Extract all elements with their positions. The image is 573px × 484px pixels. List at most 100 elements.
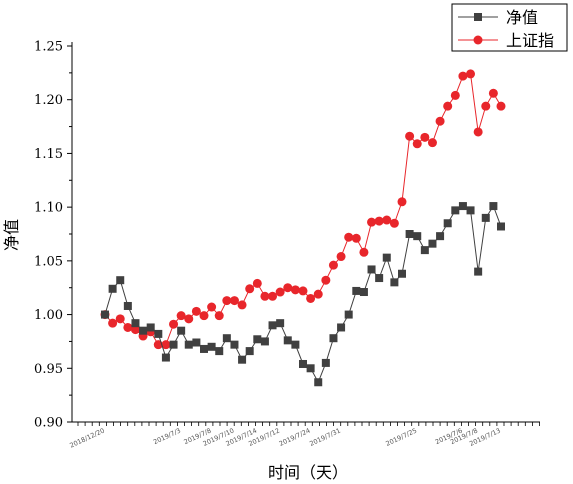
legend-marker-index [473, 35, 483, 45]
data-point [268, 321, 277, 330]
legend: 净值 上证指 [451, 3, 568, 52]
data-point [466, 206, 475, 215]
x-tick-label: 2019/7/31 [308, 427, 342, 448]
data-point [473, 127, 483, 137]
data-point [276, 319, 285, 328]
series-line [104, 73, 502, 346]
data-point [252, 278, 262, 288]
data-point [397, 197, 407, 207]
data-point [443, 101, 453, 111]
data-point [428, 239, 437, 248]
data-point [398, 269, 406, 278]
data-point [420, 132, 430, 142]
data-point [200, 344, 208, 353]
data-point [146, 323, 155, 332]
data-point [169, 319, 179, 329]
data-point [374, 216, 384, 226]
data-point [367, 217, 377, 227]
data-point [329, 334, 338, 343]
data-point [458, 202, 467, 211]
data-point [191, 306, 201, 316]
data-point [359, 288, 368, 297]
data-point [108, 284, 117, 293]
data-point [177, 326, 186, 335]
y-tick-label: 1.10 [34, 201, 63, 216]
series-net-value [101, 202, 505, 387]
data-point [169, 340, 178, 349]
data-point [283, 283, 293, 293]
data-point [222, 296, 232, 306]
legend-marker-net-value [474, 13, 482, 21]
data-point [359, 247, 369, 257]
data-point [207, 342, 216, 351]
y-tick-label: 1.25 [34, 40, 63, 55]
data-point [481, 213, 490, 222]
data-point [314, 378, 323, 387]
data-point [154, 329, 163, 338]
data-point [222, 334, 231, 343]
data-point [214, 311, 224, 321]
y-tick-label: 1.20 [34, 93, 63, 108]
data-point [130, 325, 140, 335]
data-point [413, 232, 422, 241]
data-point [337, 323, 346, 332]
data-point [115, 314, 125, 324]
data-point [390, 278, 399, 287]
data-point [298, 286, 308, 296]
data-point [253, 335, 262, 344]
data-point [123, 301, 132, 310]
data-point [481, 101, 491, 111]
data-point [229, 296, 239, 306]
y-axis-title: 净值 [2, 219, 21, 251]
data-point [435, 116, 445, 126]
data-point [344, 310, 353, 319]
data-point [450, 90, 460, 100]
y-tick-label: 0.90 [34, 416, 63, 431]
data-point [199, 311, 209, 321]
data-point [367, 265, 376, 274]
data-point [496, 101, 506, 111]
data-point [215, 347, 224, 356]
data-point [420, 246, 429, 255]
data-point [260, 337, 269, 346]
data-point [466, 69, 476, 79]
data-point [116, 276, 125, 285]
data-point [245, 284, 255, 294]
data-point [405, 230, 414, 238]
data-point [192, 338, 201, 347]
x-axis: 2018/12/20 2019/7/3 2019/7/82019/7/102019/… [69, 421, 540, 450]
data-point [108, 318, 118, 328]
data-point [176, 311, 186, 321]
data-point [291, 340, 300, 349]
y-tick-label: 1.00 [34, 308, 63, 323]
data-point [328, 260, 338, 270]
data-point [123, 322, 133, 332]
data-point [184, 340, 193, 349]
data-point [451, 206, 460, 215]
data-point [131, 319, 140, 328]
data-point [299, 359, 307, 368]
data-point [427, 138, 437, 148]
data-point [184, 314, 194, 324]
data-point [237, 300, 247, 310]
y-axis: 0.90 0.95 1.00 1.05 1.10 1.15 1.20 1.25 [34, 40, 73, 431]
data-point [405, 131, 415, 141]
y-tick-label: 1.05 [34, 254, 63, 269]
data-point [375, 274, 384, 283]
data-point [290, 285, 300, 295]
data-point [306, 364, 315, 373]
y-tick-label: 1.15 [34, 147, 63, 162]
data-point [389, 218, 399, 228]
series-index [100, 69, 506, 350]
legend-label-index: 上证指 [506, 31, 554, 50]
legend-box [451, 3, 568, 52]
data-point [321, 275, 331, 285]
x-tick-label: 2018/12/20 [69, 427, 106, 450]
x-tick-label: 2019/7/25 [384, 427, 418, 448]
data-point [101, 310, 109, 319]
data-point [306, 293, 316, 303]
data-point [344, 232, 354, 242]
data-point [488, 88, 498, 98]
data-point [207, 302, 217, 312]
